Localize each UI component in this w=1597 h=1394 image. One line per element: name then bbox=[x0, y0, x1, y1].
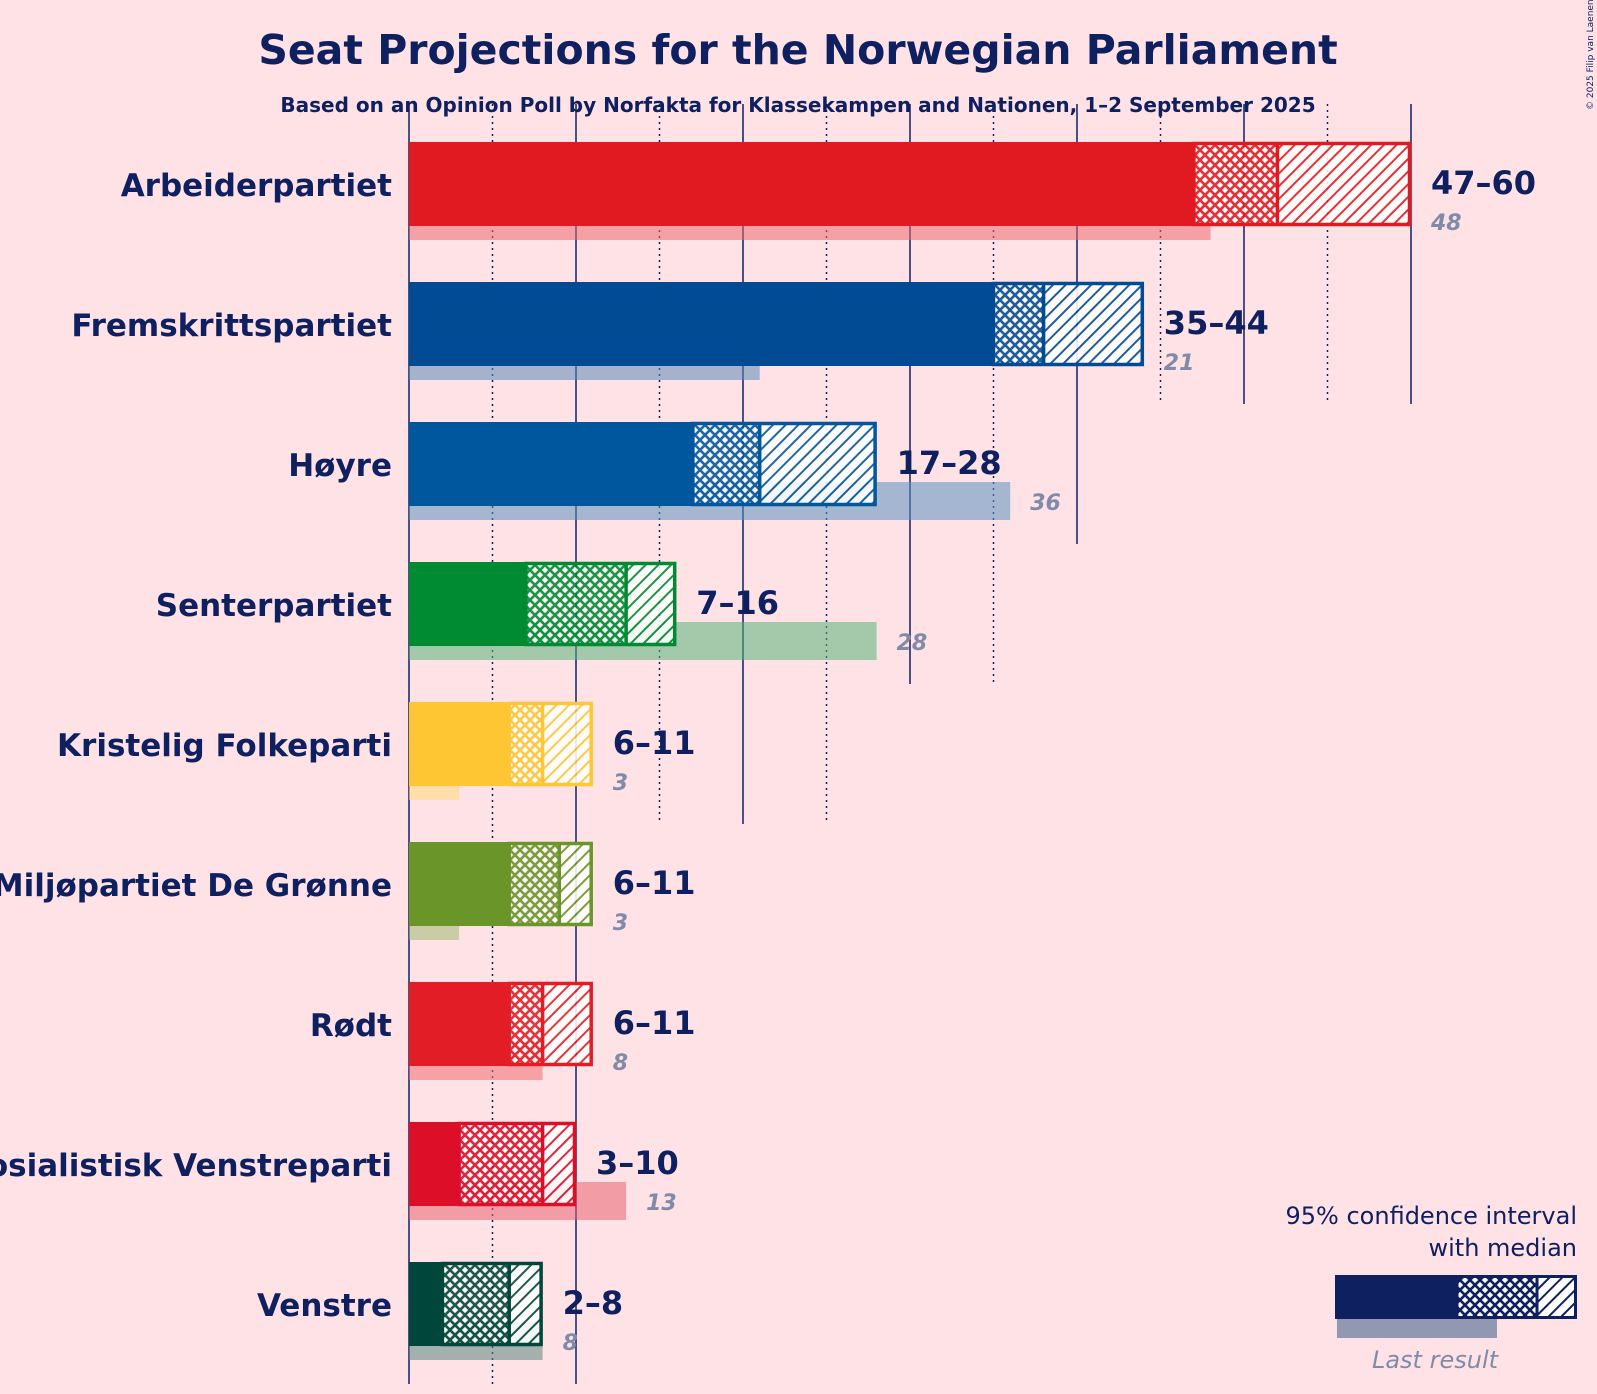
bar-ci-outline bbox=[507, 701, 593, 787]
bar-solid bbox=[409, 142, 1194, 226]
bar-ci-outline bbox=[440, 1261, 543, 1347]
legend-crosshatch-bar bbox=[1457, 1275, 1537, 1319]
legend-ci-outline bbox=[1455, 1275, 1577, 1319]
legend: 95% confidence interval with median Last… bbox=[1286, 1202, 1577, 1374]
bar-ci-low-median bbox=[525, 562, 627, 646]
bar-ci-low-median bbox=[459, 1122, 543, 1206]
legend-last-result-label: Last result bbox=[1372, 1346, 1500, 1374]
range-label: 17–28 bbox=[897, 444, 1002, 482]
party-row-kristelig-folkeparti: Kristelig Folkeparti 6–11 3 bbox=[57, 701, 696, 800]
party-label: Fremskrittspartiet bbox=[71, 308, 392, 344]
party-label: Senterpartiet bbox=[156, 588, 392, 624]
bar-ci-outline bbox=[991, 281, 1145, 367]
bar-ci-low-median bbox=[993, 282, 1044, 366]
bar-ci-outline bbox=[507, 981, 593, 1067]
bar-ci-low-median bbox=[1193, 142, 1278, 226]
party-label: Rødt bbox=[310, 1008, 392, 1044]
party-bars: Arbeiderpartiet 47–60 48 Fremskrittspartiet… bbox=[0, 141, 1536, 1360]
party-row-milj-partiet-de-gr-nne: Miljøpartiet De Grønne 6–11 3 bbox=[0, 841, 696, 940]
party-row-senterpartiet: Senterpartiet 7–16 28 bbox=[156, 561, 928, 660]
bar-ci-median-high bbox=[759, 422, 877, 506]
last-result-label: 3 bbox=[613, 911, 628, 936]
bar-solid bbox=[409, 562, 526, 646]
range-label: 3–10 bbox=[596, 1144, 679, 1182]
range-label: 47–60 bbox=[1431, 164, 1536, 202]
last-result-label: 13 bbox=[646, 1191, 677, 1216]
party-label: Kristelig Folkeparti bbox=[57, 728, 392, 764]
range-label: 6–11 bbox=[613, 864, 696, 902]
bar-ci-low-median bbox=[442, 1262, 510, 1346]
last-result-label: 3 bbox=[613, 771, 628, 796]
bar-ci-low-median bbox=[692, 422, 760, 506]
legend-hatch-bar bbox=[1537, 1275, 1577, 1319]
party-row-r-dt: Rødt 6–11 8 bbox=[310, 981, 696, 1080]
bar-ci-median-high bbox=[1277, 142, 1411, 226]
copyright-notice: © 2025 Filip van Laenen bbox=[1586, 0, 1596, 110]
bar-solid bbox=[409, 842, 510, 926]
bar-ci-low-median bbox=[509, 702, 543, 786]
bar-solid bbox=[409, 1262, 443, 1346]
legend-solid-bar bbox=[1335, 1275, 1457, 1319]
bar-ci-outline bbox=[1192, 141, 1412, 227]
last-result-label: 48 bbox=[1430, 211, 1462, 236]
bar-ci-median-high bbox=[509, 1262, 543, 1346]
party-label: Venstre bbox=[257, 1288, 392, 1324]
last-result-label: 8 bbox=[563, 1331, 578, 1356]
party-label: Arbeiderpartiet bbox=[121, 168, 392, 204]
bar-ci-low-median bbox=[509, 982, 543, 1066]
range-label: 2–8 bbox=[563, 1284, 624, 1322]
bar-solid bbox=[409, 982, 510, 1066]
range-label: 6–11 bbox=[613, 1004, 696, 1042]
last-result-label: 21 bbox=[1164, 351, 1195, 376]
bar-solid bbox=[409, 422, 693, 506]
party-row-h-yre: Høyre 17–28 36 bbox=[288, 421, 1061, 520]
last-result-label: 8 bbox=[613, 1051, 628, 1076]
bar-ci-outline bbox=[524, 561, 677, 647]
last-result-label: 36 bbox=[1030, 491, 1061, 516]
bar-ci-low-median bbox=[509, 842, 560, 926]
bar-ci-outline bbox=[691, 421, 877, 507]
party-row-sosialistisk-venstreparti: Sosialistisk Venstreparti 3–10 13 bbox=[0, 1121, 679, 1220]
party-row-fremskrittspartiet: Fremskrittspartiet 35–44 21 bbox=[71, 281, 1269, 380]
chart-title: Seat Projections for the Norwegian Parli… bbox=[258, 26, 1337, 74]
party-row-venstre: Venstre 2–8 8 bbox=[257, 1261, 624, 1360]
range-label: 7–16 bbox=[696, 584, 779, 622]
bar-solid bbox=[409, 282, 994, 366]
bar-ci-median-high bbox=[626, 562, 677, 646]
range-label: 6–11 bbox=[613, 724, 696, 762]
bar-ci-median-high bbox=[542, 702, 593, 786]
bar-ci-outline bbox=[507, 841, 593, 927]
bar-solid bbox=[409, 1122, 460, 1206]
bar-ci-median-high bbox=[542, 982, 593, 1066]
bar-ci-median-high bbox=[542, 1122, 576, 1206]
party-label: Høyre bbox=[288, 448, 392, 484]
bar-solid bbox=[409, 702, 510, 786]
bar-ci-median-high bbox=[1043, 282, 1144, 366]
legend-median-label: with median bbox=[1428, 1234, 1577, 1262]
last-result-label: 28 bbox=[897, 631, 928, 656]
bar-ci-outline bbox=[457, 1121, 577, 1207]
party-label: Miljøpartiet De Grønne bbox=[0, 868, 392, 904]
legend-ci-label: 95% confidence interval bbox=[1286, 1202, 1577, 1230]
bar-ci-median-high bbox=[559, 842, 593, 926]
range-label: 35–44 bbox=[1164, 304, 1269, 342]
party-label: Sosialistisk Venstreparti bbox=[0, 1148, 392, 1184]
party-row-arbeiderpartiet: Arbeiderpartiet 47–60 48 bbox=[121, 141, 1536, 240]
chart-subtitle: Based on an Opinion Poll by Norfakta for… bbox=[280, 93, 1315, 117]
